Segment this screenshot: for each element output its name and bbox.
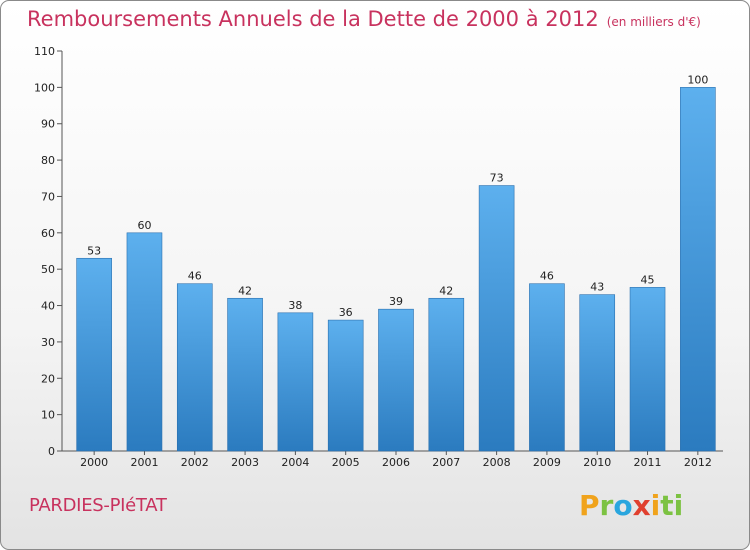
x-tick-label: 2006 bbox=[382, 456, 410, 469]
x-tick-label: 2002 bbox=[181, 456, 209, 469]
x-tick-label: 2007 bbox=[432, 456, 460, 469]
bar bbox=[378, 308, 414, 452]
logo-letter: P bbox=[579, 489, 600, 522]
x-tick-label: 2000 bbox=[80, 456, 108, 469]
bar bbox=[629, 287, 666, 452]
bar bbox=[227, 297, 263, 452]
bar-value-label: 42 bbox=[439, 284, 453, 297]
y-tick-label: 50 bbox=[41, 263, 55, 276]
logo-letter: ti bbox=[660, 489, 684, 522]
bar-value-label: 45 bbox=[641, 273, 655, 286]
x-tick-label: 2004 bbox=[281, 456, 309, 469]
y-tick-label: 70 bbox=[41, 190, 55, 203]
proxiti-logo: Proxiti bbox=[579, 489, 683, 522]
y-tick-label: 110 bbox=[34, 45, 55, 58]
y-tick-label: 60 bbox=[41, 227, 55, 240]
bar-value-label: 46 bbox=[540, 270, 554, 283]
x-tick-label: 2003 bbox=[231, 456, 259, 469]
bar-value-label: 38 bbox=[288, 299, 302, 312]
bar bbox=[76, 257, 112, 452]
bar bbox=[126, 232, 163, 452]
bar bbox=[176, 283, 213, 452]
x-tick-label: 2012 bbox=[684, 456, 712, 469]
logo-letter: r bbox=[599, 489, 614, 522]
bar-value-label: 42 bbox=[238, 284, 252, 297]
y-tick-label: 100 bbox=[34, 81, 55, 94]
y-tick-label: 40 bbox=[41, 300, 55, 313]
y-tick-label: 90 bbox=[41, 118, 55, 131]
bar bbox=[579, 294, 616, 452]
bar-value-label: 43 bbox=[590, 281, 604, 294]
bar bbox=[277, 312, 314, 452]
chart-unit: (en milliers d'€) bbox=[606, 15, 701, 29]
x-tick-label: 2008 bbox=[483, 456, 511, 469]
bar-value-label: 100 bbox=[687, 73, 708, 86]
logo-letter: x bbox=[632, 489, 651, 522]
bar-value-label: 73 bbox=[490, 172, 504, 185]
bar-value-label: 46 bbox=[188, 270, 202, 283]
bar bbox=[327, 319, 364, 452]
bar bbox=[680, 87, 716, 452]
y-tick-label: 30 bbox=[41, 336, 55, 349]
x-tick-label: 2005 bbox=[332, 456, 360, 469]
x-tick-label: 2009 bbox=[533, 456, 561, 469]
y-tick-label: 0 bbox=[48, 445, 55, 458]
commune-name: PARDIES-PIéTAT bbox=[29, 495, 167, 516]
bar-value-label: 60 bbox=[137, 219, 151, 232]
bars: 53 60 46 42 38 36 39 42 73 46 43 45 100 bbox=[76, 73, 716, 452]
x-tick-label: 2001 bbox=[130, 456, 158, 469]
bar-value-label: 39 bbox=[389, 295, 403, 308]
bar bbox=[428, 297, 465, 452]
x-tick-label: 2010 bbox=[583, 456, 611, 469]
bar bbox=[529, 283, 565, 452]
axes: 0 10 20 30 40 50 60 70 80 90 100 110 2000 2001 2002 200… bbox=[34, 45, 723, 469]
chart-title-text: Remboursements Annuels de la Dette de 20… bbox=[27, 7, 599, 31]
bar-value-label: 36 bbox=[339, 306, 353, 319]
y-tick-label: 20 bbox=[41, 372, 55, 385]
chart-title: Remboursements Annuels de la Dette de 20… bbox=[27, 7, 701, 31]
bar-value-label: 53 bbox=[87, 244, 101, 257]
y-tick-label: 80 bbox=[41, 154, 55, 167]
logo-letter: i bbox=[650, 489, 661, 522]
logo-letter: o bbox=[613, 489, 633, 522]
x-tick-label: 2011 bbox=[634, 456, 662, 469]
bar bbox=[478, 185, 515, 452]
y-tick-label: 10 bbox=[41, 409, 55, 422]
